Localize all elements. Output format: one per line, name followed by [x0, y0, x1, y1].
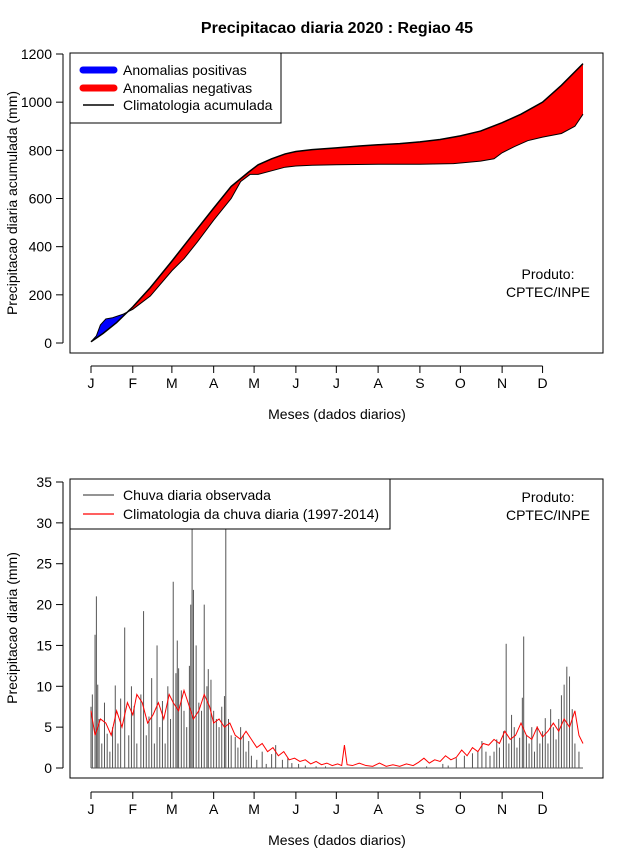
daily-axes: J F M A M J J A S O N D 0 5 10 15 20 25 30 35 — [36, 474, 547, 817]
daily-climatology-line — [90, 688, 584, 767]
daily-xlabel: Meses (dados diarios) — [268, 832, 406, 848]
x-tick-label: A — [209, 801, 219, 817]
cumulative-plot-frame — [69, 52, 604, 354]
legend-label-climatology: Climatologia acumulada — [123, 97, 273, 113]
x-tick-label: M — [166, 801, 178, 817]
daily-ylabel: Precipitacao diaria (mm) — [4, 552, 20, 704]
x-tick-label: J — [88, 375, 95, 391]
y-tick-label: 35 — [36, 474, 52, 490]
x-tick-label: A — [209, 375, 219, 391]
legend-label-observed: Chuva diaria observada — [123, 487, 271, 503]
y-tick-label: 15 — [36, 637, 52, 653]
y-tick-label: 400 — [29, 239, 53, 255]
x-tick-label: M — [248, 801, 260, 817]
y-tick-label: 5 — [44, 719, 52, 735]
daily-chart: J F M A M J J A S O N D 0 5 10 15 20 25 30 35 Precipitacao … — [4, 474, 604, 848]
daily-annotation: Produto: CPTEC/INPE — [506, 489, 590, 523]
x-tick-label: J — [333, 375, 340, 391]
y-tick-label: 0 — [44, 335, 52, 351]
x-tick-label: S — [415, 375, 424, 391]
climatology-cumulative-line — [90, 63, 584, 343]
annotation-line-1: Produto: — [522, 489, 575, 505]
x-tick-label: O — [455, 375, 466, 391]
x-tick-label: F — [129, 375, 138, 391]
x-tick-label: O — [455, 801, 466, 817]
x-tick-label: J — [333, 801, 340, 817]
cumulative-chart: Precipitacao diaria 2020 : Regiao 45 J F M… — [4, 20, 604, 422]
x-tick-label: D — [537, 375, 547, 391]
x-tick-label: S — [415, 801, 424, 817]
x-tick-label: N — [497, 801, 507, 817]
y-tick-label: 0 — [44, 760, 52, 776]
y-tick-label: 1200 — [21, 46, 52, 62]
x-tick-label: A — [373, 375, 383, 391]
cumulative-axes: J F M A M J J A S O N D 0 200 400 600 800 1000 1200 — [21, 46, 548, 391]
cumulative-annotation: Produto: CPTEC/INPE — [506, 266, 590, 300]
cumulative-xlabel: Meses (dados diarios) — [268, 406, 406, 422]
y-tick-label: 200 — [29, 287, 53, 303]
cumulative-plot-area — [90, 63, 584, 343]
y-tick-label: 30 — [36, 515, 52, 531]
y-tick-label: 25 — [36, 556, 52, 572]
x-tick-label: M — [248, 375, 260, 391]
cumulative-legend: Anomalias positivas Anomalias negativas … — [69, 52, 282, 124]
legend-label-positive: Anomalias positivas — [123, 62, 247, 78]
daily-plot-area — [90, 524, 584, 769]
x-tick-label: F — [129, 801, 138, 817]
x-tick-label: M — [166, 375, 178, 391]
y-tick-label: 600 — [29, 191, 53, 207]
x-tick-label: N — [497, 375, 507, 391]
x-tick-label: J — [292, 801, 299, 817]
legend-label-negative: Anomalias negativas — [123, 80, 252, 96]
chart-title: Precipitacao diaria 2020 : Regiao 45 — [201, 20, 473, 37]
annotation-line-1: Produto: — [522, 266, 575, 282]
x-tick-label: J — [88, 801, 95, 817]
daily-legend: Chuva diaria observada Climatologia da c… — [69, 478, 391, 530]
y-tick-label: 10 — [36, 678, 52, 694]
y-tick-label: 20 — [36, 597, 52, 613]
y-tick-label: 800 — [29, 142, 53, 158]
legend-label-daily-climatology: Climatologia da chuva diaria (1997-2014) — [123, 506, 379, 522]
annotation-line-2: CPTEC/INPE — [506, 507, 590, 523]
daily-legend-box — [69, 478, 391, 530]
x-tick-label: A — [373, 801, 383, 817]
cumulative-ylabel: Precipitacao diaria acumulada (mm) — [4, 91, 20, 315]
x-tick-label: J — [292, 375, 299, 391]
x-tick-label: D — [537, 801, 547, 817]
annotation-line-2: CPTEC/INPE — [506, 284, 590, 300]
y-tick-label: 1000 — [21, 94, 52, 110]
